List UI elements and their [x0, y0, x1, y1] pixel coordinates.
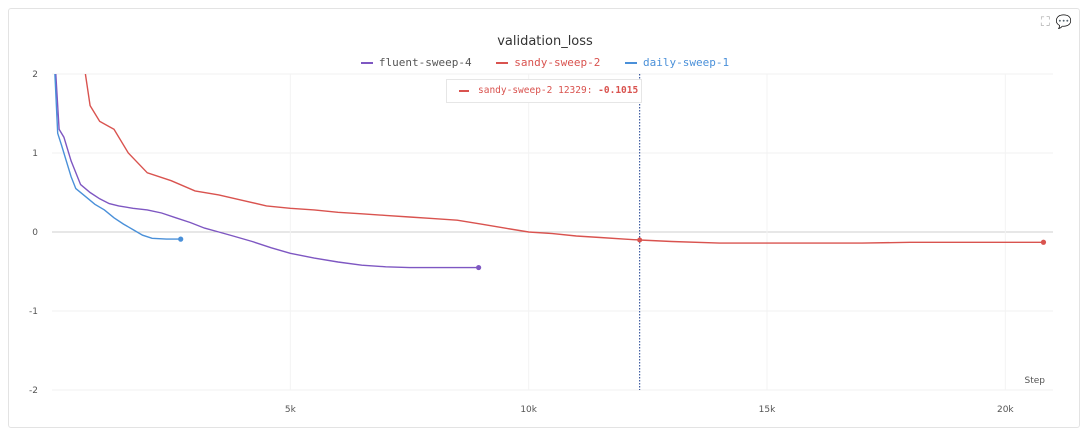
chart-panel: [8, 8, 1080, 428]
legend-label: sandy-sweep-2: [514, 56, 601, 69]
legend-item-sandy-sweep-2[interactable]: sandy-sweep-2: [496, 56, 600, 69]
tooltip-swatch: [459, 89, 469, 92]
expand-icon[interactable]: ⛶: [1040, 15, 1050, 30]
legend-label: fluent-sweep-4: [378, 56, 472, 69]
panel-actions: ⛶ 💬: [1035, 15, 1072, 30]
hover-tooltip: sandy-sweep-2 12329: -0.1015: [446, 79, 642, 103]
legend: fluent-sweep-4 sandy-sweep-2 daily-sweep…: [0, 56, 1090, 69]
chart-title: validation_loss: [497, 34, 593, 49]
legend-swatch: [624, 62, 637, 64]
legend-swatch: [496, 62, 509, 64]
tooltip-value: -0.1015: [598, 85, 639, 96]
tooltip-series: sandy-sweep-2: [478, 85, 553, 96]
legend-item-daily-sweep-1[interactable]: daily-sweep-1: [624, 56, 730, 69]
comment-icon[interactable]: 💬: [1055, 15, 1072, 30]
legend-label: daily-sweep-1: [642, 56, 730, 69]
legend-item-fluent-sweep-4[interactable]: fluent-sweep-4: [360, 56, 472, 69]
legend-swatch: [360, 62, 373, 64]
tooltip-step: 12329:: [558, 85, 593, 96]
